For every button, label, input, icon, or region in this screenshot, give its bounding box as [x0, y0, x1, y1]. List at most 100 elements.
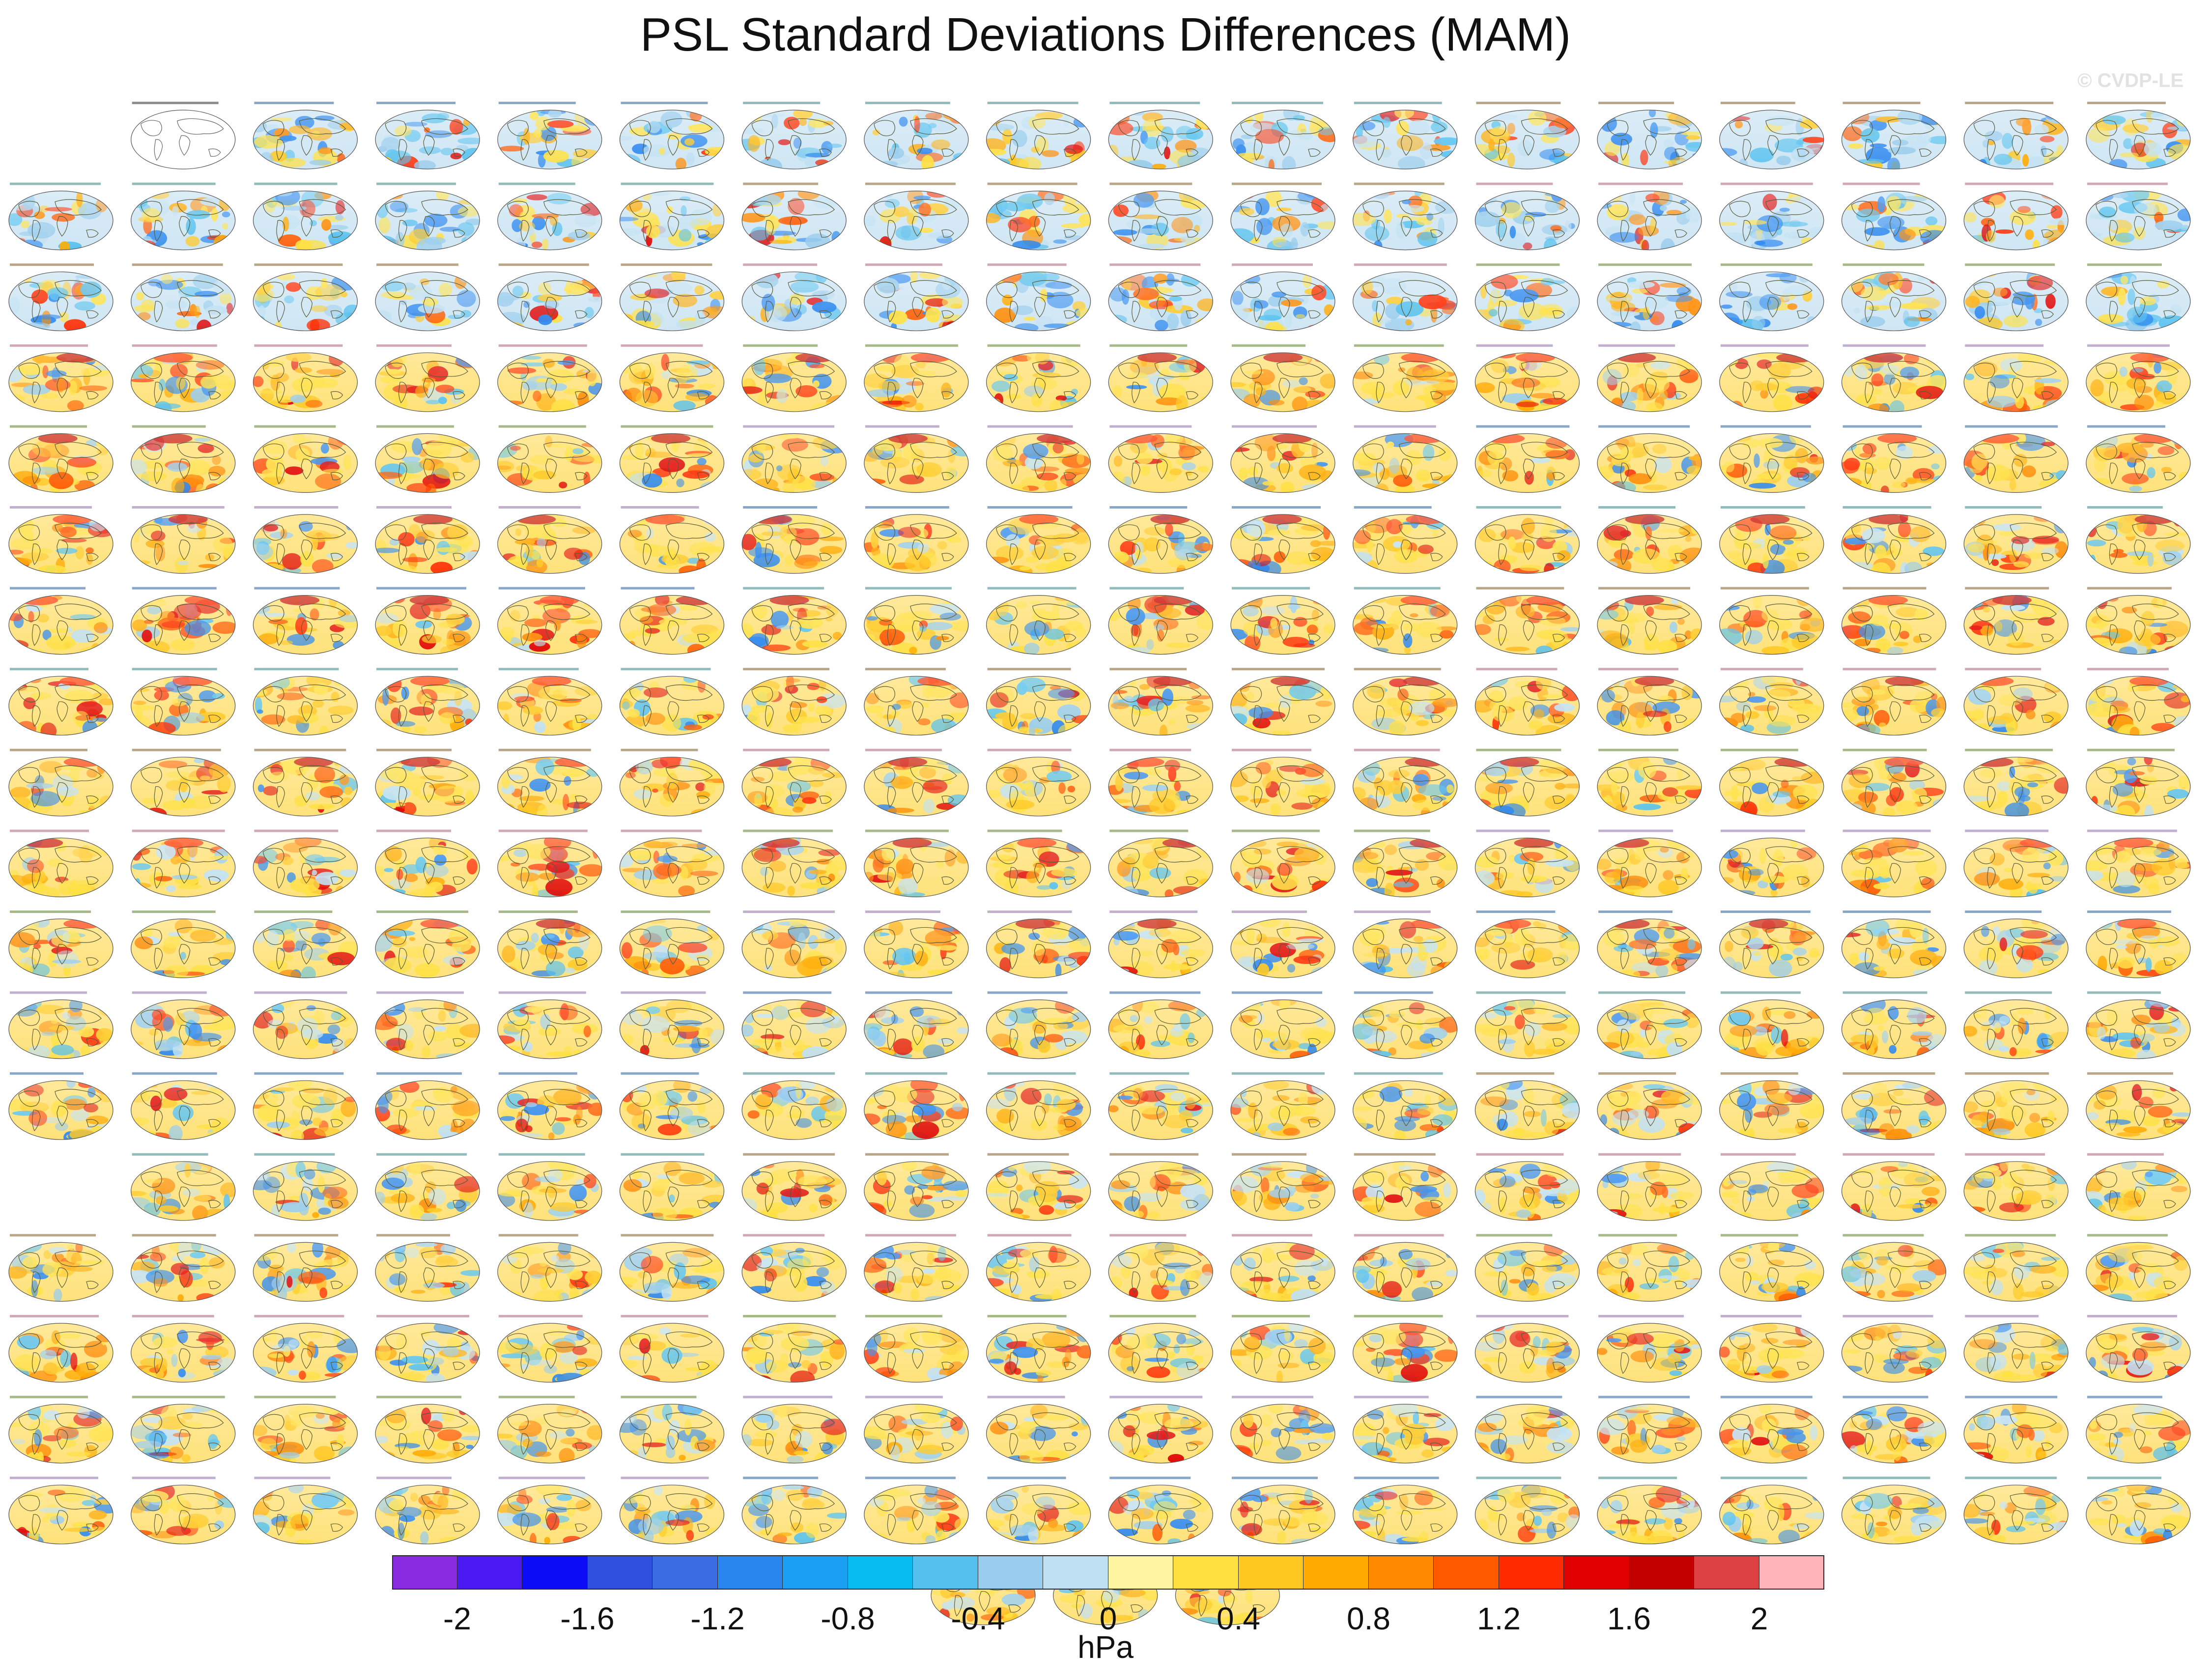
map-panel	[375, 263, 480, 331]
map-panel	[253, 911, 358, 978]
map-panel	[375, 1072, 480, 1140]
map-panel	[1353, 1153, 1458, 1221]
map-panel	[986, 344, 1091, 412]
map-panel	[497, 748, 602, 817]
map-panel	[497, 829, 602, 898]
map-panel	[864, 1072, 969, 1140]
map-panel	[131, 748, 236, 817]
map-panel	[497, 1072, 602, 1140]
map-panel	[741, 1315, 847, 1383]
map-panel	[131, 506, 236, 574]
map-panel	[131, 587, 236, 655]
map-panel	[1719, 911, 1824, 978]
map-panel	[253, 1477, 358, 1544]
map-panel	[864, 506, 969, 574]
map-panel	[741, 587, 847, 655]
map-panel	[619, 1315, 725, 1383]
map-panel	[131, 1477, 236, 1544]
map-panel	[864, 748, 969, 817]
map-panel	[619, 587, 725, 655]
map-panel	[1474, 506, 1580, 574]
map-panel	[741, 344, 847, 412]
map-panel	[741, 425, 847, 493]
map-panel	[986, 829, 1091, 898]
colorbar-tick-label: 0	[1099, 1601, 1117, 1636]
map-panel	[1841, 991, 1947, 1059]
map-panel	[986, 1153, 1091, 1221]
map-panel	[2086, 1395, 2191, 1464]
map-panel	[1474, 263, 1580, 331]
map-panel	[497, 506, 602, 574]
map-panel	[1963, 425, 2069, 493]
map-panel	[1108, 911, 1213, 978]
colorbar-box	[1629, 1555, 1694, 1590]
map-panel	[1597, 263, 1702, 331]
map-panel	[253, 1315, 358, 1383]
map-panel	[131, 263, 236, 331]
map-panel	[741, 263, 847, 331]
colorbar-tick-label: 0.4	[1217, 1601, 1260, 1636]
map-panel	[131, 1315, 236, 1383]
colorbar-box	[652, 1555, 718, 1590]
map-panel	[1230, 425, 1335, 493]
map-panel	[375, 991, 480, 1059]
map-panel	[741, 668, 847, 736]
map-panel	[1230, 506, 1335, 574]
map-panel	[1353, 587, 1458, 655]
map-panel	[497, 425, 602, 493]
map-panel	[253, 344, 358, 412]
colorbar-tick-label: -0.4	[951, 1601, 1005, 1636]
map-panel	[986, 263, 1091, 331]
map-panel	[1963, 829, 2069, 898]
map-panel	[619, 991, 725, 1059]
map-panel	[375, 1234, 480, 1302]
map-panel	[1597, 911, 1702, 978]
colorbar-box	[848, 1555, 913, 1590]
map-panel	[1597, 182, 1702, 251]
map-panel	[8, 263, 113, 331]
map-panel	[864, 182, 969, 251]
map-panel	[1963, 587, 2069, 655]
map-panel	[8, 1477, 113, 1544]
map-panel	[253, 991, 358, 1059]
map-panel	[1719, 263, 1824, 331]
map-panel	[1963, 991, 2069, 1059]
map-panel	[253, 506, 358, 574]
map-panel	[619, 1072, 725, 1140]
map-panel	[253, 102, 358, 170]
map-panel	[1474, 344, 1580, 412]
map-panel	[1719, 1315, 1824, 1383]
map-panel	[131, 1395, 236, 1464]
map-panel	[131, 1153, 236, 1221]
map-panel	[1963, 1315, 2069, 1383]
map-panel	[2086, 748, 2191, 817]
map-panel	[1719, 425, 1824, 493]
map-panel	[1108, 425, 1213, 493]
map-panel	[1230, 1395, 1335, 1464]
map-panel	[1230, 829, 1335, 898]
map-panel	[1597, 991, 1702, 1059]
map-panel	[619, 1153, 725, 1221]
map-panel	[1474, 668, 1580, 736]
map-panel	[1963, 1395, 2069, 1464]
map-panel	[864, 1234, 969, 1302]
map-panel	[1230, 1153, 1335, 1221]
map-panel	[375, 668, 480, 736]
map-panel	[497, 911, 602, 978]
map-panel	[619, 102, 725, 170]
map-panel	[2086, 668, 2191, 736]
map-panel	[1353, 668, 1458, 736]
map-panel	[986, 1395, 1091, 1464]
map-panel	[1597, 425, 1702, 493]
map-panel	[253, 587, 358, 655]
map-panel	[619, 263, 725, 331]
map-panel	[1474, 991, 1580, 1059]
map-panel	[1597, 587, 1702, 655]
map-panel	[741, 1153, 847, 1221]
map-panel	[619, 506, 725, 574]
map-panel	[1108, 829, 1213, 898]
map-panel	[8, 1234, 113, 1302]
map-panel	[2086, 182, 2191, 251]
map-panel	[1108, 1315, 1213, 1383]
map-panel	[2086, 506, 2191, 574]
